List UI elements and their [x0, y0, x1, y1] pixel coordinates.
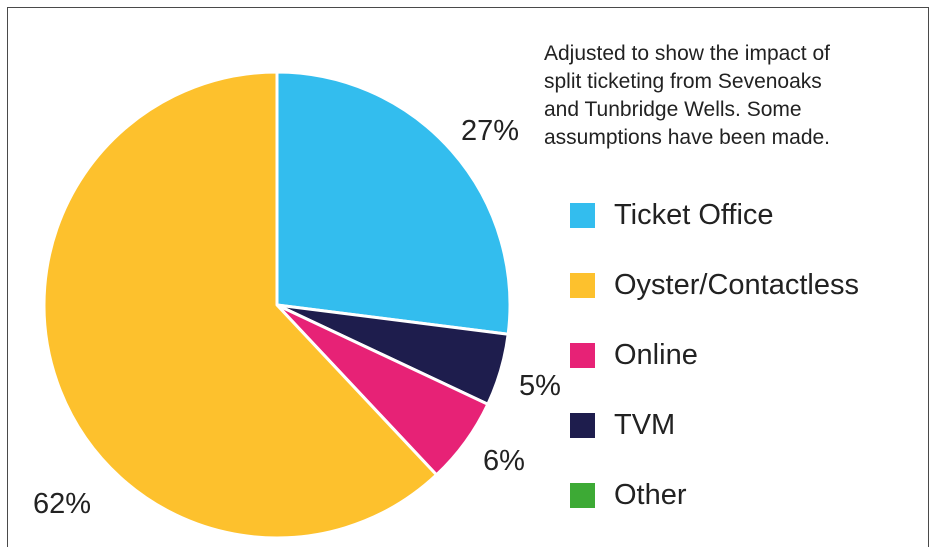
legend-label: TVM — [614, 409, 676, 441]
slice-label-tvm: 5% — [519, 370, 561, 402]
legend-swatch — [570, 483, 595, 508]
chart-annotation: Adjusted to show the impact of split tic… — [544, 42, 831, 149]
legend-item-ticket-office: Ticket Office — [570, 192, 859, 239]
legend-label: Oyster/Contactless — [614, 269, 859, 301]
slice-label-online: 6% — [483, 445, 525, 477]
legend-item-oyster-contactless: Oyster/Contactless — [570, 262, 859, 309]
legend-item-tvm: TVM — [570, 402, 859, 449]
legend-item-online: Online — [570, 332, 859, 379]
legend-label: Other — [614, 479, 687, 511]
legend-swatch — [570, 343, 595, 368]
legend-label: Online — [614, 339, 698, 371]
slice-label-oyster-contactless: 62% — [33, 488, 91, 520]
pie-slice-oyster-contactless — [42, 70, 438, 540]
legend-swatch — [570, 203, 595, 228]
pie-slice-ticket-office — [275, 70, 512, 336]
legend-swatch — [570, 413, 595, 438]
slice-label-ticket-office: 27% — [461, 115, 519, 147]
chart-legend: Ticket Office Oyster/Contactless Online TVM… — [570, 192, 859, 542]
chart-frame — [7, 7, 929, 547]
legend-item-other: Other — [570, 472, 859, 519]
legend-swatch — [570, 273, 595, 298]
legend-label: Ticket Office — [614, 199, 774, 231]
